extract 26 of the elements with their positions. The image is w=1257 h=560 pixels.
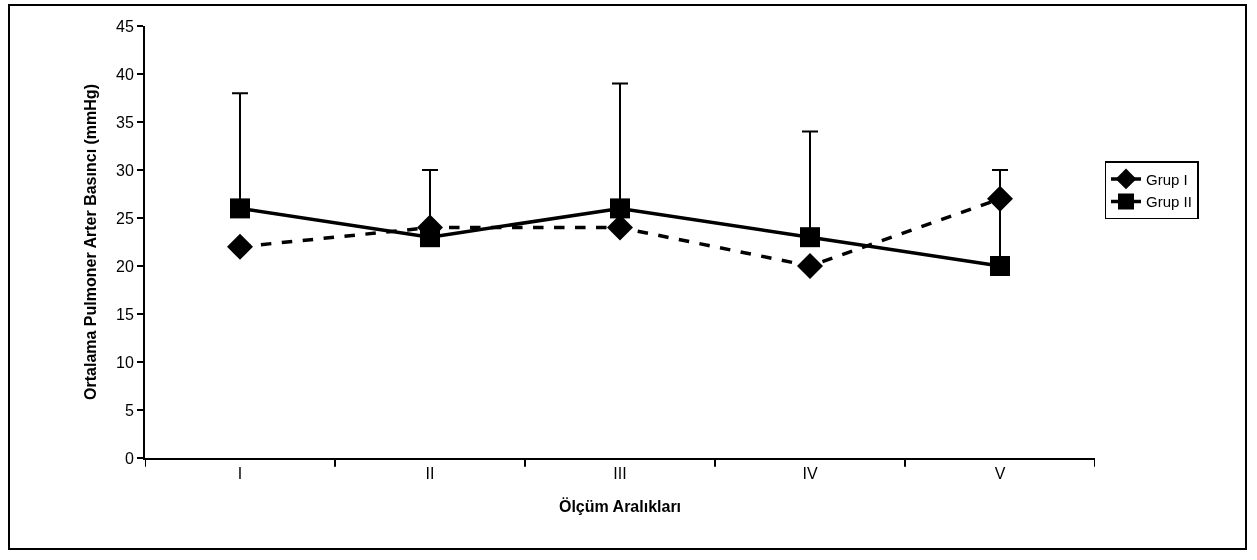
y-tick-label: 45 (116, 17, 134, 35)
point (987, 185, 1013, 212)
y-tick-label: 5 (124, 401, 134, 419)
y-axis-title: Ortalama Pulmoner Arter Basıncı (mmHg) (82, 84, 100, 400)
x-tick-label: III (613, 465, 627, 483)
point (610, 198, 630, 219)
legend-label: Grup I (1146, 170, 1188, 188)
x-tick-label: I (237, 465, 243, 483)
x-tick-label: II (425, 465, 435, 483)
x-axis-title: Ölçüm Aralıkları (558, 497, 682, 516)
y-tick-label: 10 (116, 353, 134, 371)
x-tick-label: IV (802, 465, 818, 483)
y-tick-label: 15 (116, 305, 134, 323)
point (230, 198, 250, 219)
y-tick-label: 40 (116, 65, 134, 83)
y-tick-label: 30 (116, 161, 134, 179)
y-tick-label: 35 (116, 113, 134, 131)
point (227, 233, 253, 260)
point (800, 227, 820, 248)
point (990, 256, 1010, 276)
legend-label: Grup II (1146, 193, 1192, 211)
y-tick-label: 25 (116, 209, 134, 227)
x-tick-label: V (994, 465, 1006, 483)
y-tick-label: 20 (116, 257, 134, 275)
point (797, 253, 823, 279)
y-tick-label: 0 (124, 449, 134, 467)
